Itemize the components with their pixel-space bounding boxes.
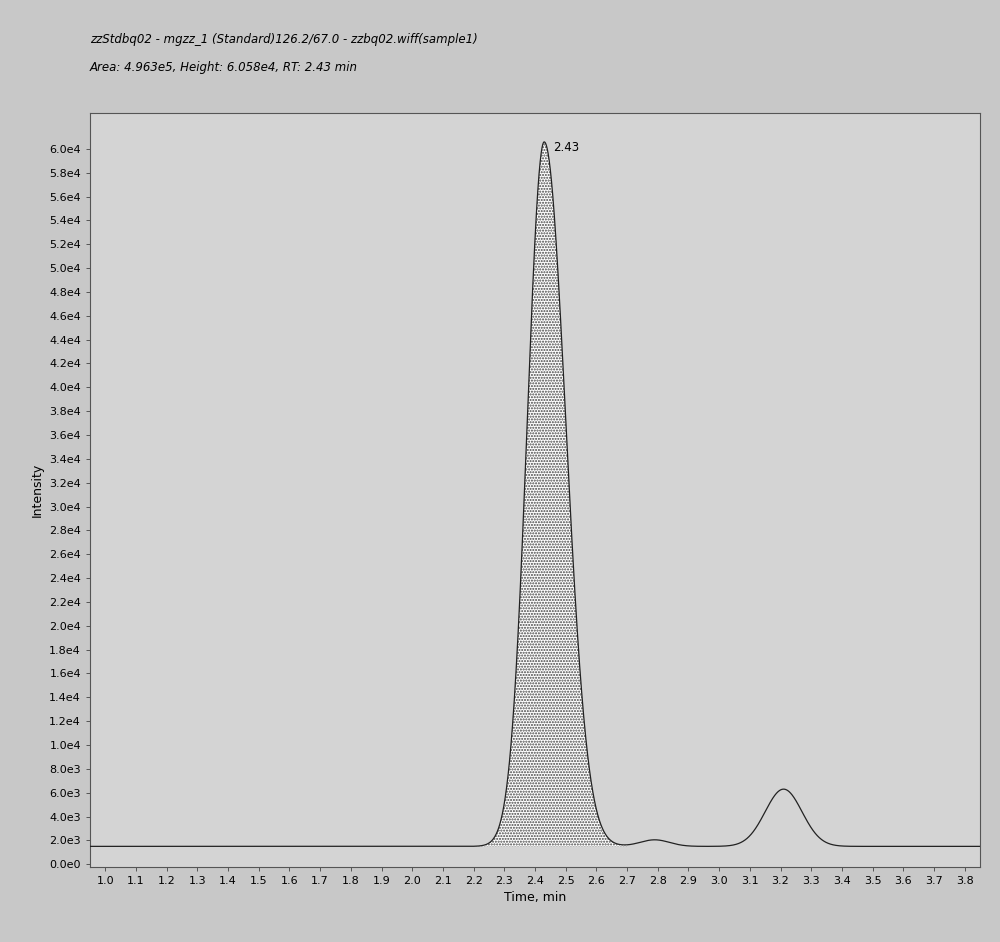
- Text: 2.43: 2.43: [553, 141, 580, 154]
- X-axis label: Time, min: Time, min: [504, 891, 566, 904]
- Text: zzStdbq02 - mgzz_1 (Standard)126.2/67.0 - zzbq02.wiff(sample1): zzStdbq02 - mgzz_1 (Standard)126.2/67.0 …: [90, 33, 478, 46]
- Y-axis label: Intensity: Intensity: [31, 463, 44, 517]
- Text: Area: 4.963e5, Height: 6.058e4, RT: 2.43 min: Area: 4.963e5, Height: 6.058e4, RT: 2.43…: [90, 61, 358, 74]
